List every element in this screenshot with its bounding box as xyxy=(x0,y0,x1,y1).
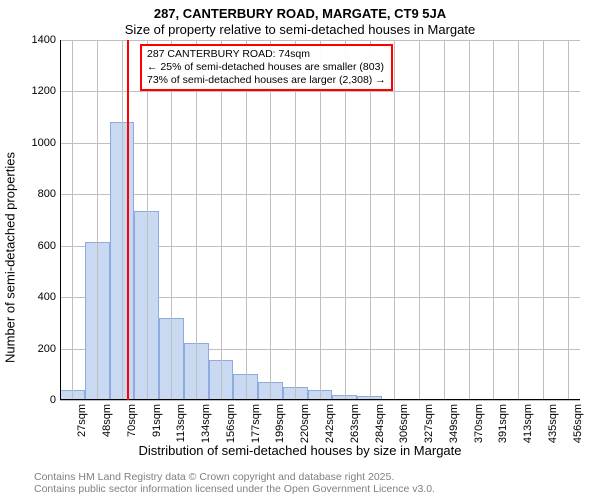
xtick-label: 456sqm xyxy=(572,404,584,443)
annotation-line: ← 25% of semi-detached houses are smalle… xyxy=(147,61,386,74)
xtick-label: 177sqm xyxy=(250,404,262,443)
annotation-line: 287 CANTERBURY ROAD: 74sqm xyxy=(147,48,386,61)
x-axis-label: Distribution of semi-detached houses by … xyxy=(0,443,600,458)
attribution-line: Contains HM Land Registry data © Crown c… xyxy=(34,471,435,484)
xtick-label: 134sqm xyxy=(200,404,212,443)
grid-line-v xyxy=(493,40,494,400)
xtick-label: 370sqm xyxy=(473,404,485,443)
xtick-label: 113sqm xyxy=(175,404,187,442)
ytick-label: 1000 xyxy=(32,137,56,149)
grid-line-v xyxy=(518,40,519,400)
annotation-line: 73% of semi-detached houses are larger (… xyxy=(147,74,386,87)
ytick-label: 800 xyxy=(38,188,56,200)
grid-line-v xyxy=(543,40,544,400)
ytick-label: 600 xyxy=(38,240,56,252)
grid-line-v xyxy=(196,40,197,400)
grid-line-v xyxy=(270,40,271,400)
xtick-label: 70sqm xyxy=(126,404,138,437)
xtick-label: 263sqm xyxy=(349,404,361,443)
grid-line-v xyxy=(419,40,420,400)
xtick-label: 413sqm xyxy=(522,404,534,443)
chart-title: 287, CANTERBURY ROAD, MARGATE, CT9 5JA xyxy=(0,6,600,21)
xtick-label: 220sqm xyxy=(299,404,311,443)
xtick-label: 435sqm xyxy=(547,404,559,443)
grid-line xyxy=(60,400,580,401)
marker-line xyxy=(127,40,129,400)
ytick-label: 0 xyxy=(50,394,56,406)
grid-line-v xyxy=(568,40,569,400)
attribution-text: Contains HM Land Registry data © Crown c… xyxy=(34,471,435,496)
grid-line-v xyxy=(246,40,247,400)
xtick-label: 91sqm xyxy=(151,404,163,437)
chart-container: 287, CANTERBURY ROAD, MARGATE, CT9 5JA S… xyxy=(0,0,600,500)
grid-line-v xyxy=(221,40,222,400)
xtick-label: 48sqm xyxy=(101,404,113,437)
y-axis-label: Number of semi-detached properties xyxy=(3,152,18,363)
annotation-box: 287 CANTERBURY ROAD: 74sqm← 25% of semi-… xyxy=(140,44,393,91)
grid-line-v xyxy=(72,40,73,400)
xtick-label: 242sqm xyxy=(324,404,336,443)
grid-line-v xyxy=(97,40,98,400)
grid-line-v xyxy=(122,40,123,400)
grid-line-v xyxy=(345,40,346,400)
xtick-label: 199sqm xyxy=(274,404,286,443)
y-axis-line xyxy=(60,40,61,400)
xtick-label: 391sqm xyxy=(497,404,509,443)
grid-line-v xyxy=(295,40,296,400)
ytick-label: 1200 xyxy=(32,85,56,97)
xtick-label: 306sqm xyxy=(398,404,410,443)
grid-line-v xyxy=(444,40,445,400)
ytick-label: 400 xyxy=(38,291,56,303)
x-axis-line xyxy=(60,399,580,400)
grid-line-v xyxy=(394,40,395,400)
plot-area: 020040060080010001200140027sqm48sqm70sqm… xyxy=(60,40,580,400)
grid-line-v xyxy=(147,40,148,400)
grid-line-v xyxy=(320,40,321,400)
grid-line-v xyxy=(469,40,470,400)
xtick-label: 349sqm xyxy=(448,404,460,443)
xtick-label: 327sqm xyxy=(423,404,435,443)
chart-subtitle: Size of property relative to semi-detach… xyxy=(0,22,600,37)
xtick-label: 156sqm xyxy=(225,404,237,443)
xtick-label: 27sqm xyxy=(76,404,88,437)
grid-line-v xyxy=(171,40,172,400)
attribution-line: Contains public sector information licen… xyxy=(34,483,435,496)
ytick-label: 200 xyxy=(38,343,56,355)
ytick-label: 1400 xyxy=(32,34,56,46)
xtick-label: 284sqm xyxy=(374,404,386,443)
grid-line-v xyxy=(370,40,371,400)
